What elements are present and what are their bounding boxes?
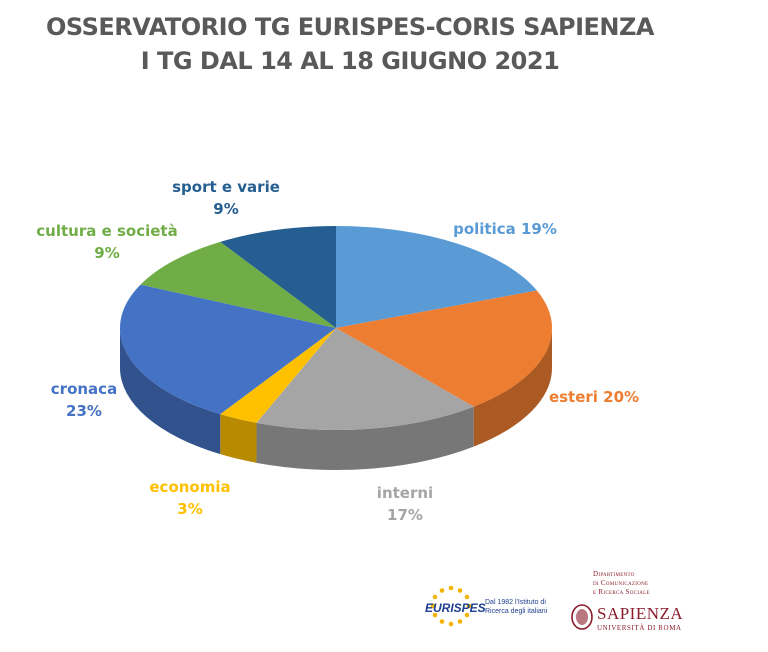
pie-side-economia: [220, 414, 257, 463]
department-line-1: Dipartimento: [593, 570, 635, 578]
eurispes-tagline: Dal 1982 l'Istituto di Ricerca degli ita…: [485, 599, 548, 615]
sapienza-subtitle: UNIVERSITÀ DI ROMA: [597, 624, 682, 632]
department-name: Dipartimento di Comunicazione e Ricerca …: [593, 570, 753, 597]
department-line-2: di Comunicazione: [593, 579, 649, 587]
data-label-interni: interni 17%: [377, 484, 433, 524]
data-label-cultura-e-societa: cultura e società 9%: [36, 222, 177, 262]
logos-footer: EURISPES Dal 1982 l'Istituto di Ricerca …: [425, 568, 755, 643]
pie-slice-sport-e-varie: [220, 226, 336, 328]
eurispes-logo-text: EURISPES: [425, 601, 486, 615]
data-label-cronaca: cronaca 23%: [51, 380, 117, 420]
pie-slice-interni: [256, 328, 474, 430]
data-label-esteri: esteri 20%: [549, 388, 639, 406]
pie-slice-cronaca: [120, 284, 336, 415]
sapienza-seal-icon: [571, 604, 593, 630]
data-label-sport-e-varie: sport e varie 9%: [172, 178, 280, 218]
pie-side-esteri: [473, 328, 552, 447]
chart-title-line-2: I TG DAL 14 AL 18 GIUGNO 2021: [140, 47, 560, 75]
pie-side-interni: [256, 406, 474, 470]
eurispes-stars-logo: [430, 585, 472, 627]
pie-slice-esteri: [336, 290, 552, 407]
pie-side-cronaca: [120, 328, 221, 455]
pie-slice-politica: [336, 226, 537, 328]
chart-title-line-1: OSSERVATORIO TG EURISPES-CORIS SAPIENZA: [45, 13, 655, 41]
data-label-economia: economia 3%: [149, 478, 230, 518]
data-label-politica: politica 19%: [453, 220, 557, 238]
chart-title: OSSERVATORIO TG EURISPES-CORIS SAPIENZA …: [0, 10, 700, 78]
department-line-3: e Ricerca Sociale: [593, 588, 650, 596]
sapienza-logo-text: SAPIENZA: [597, 604, 684, 623]
pie-slice-economia: [220, 328, 336, 423]
pie-slice-cultura-e-societa: [140, 241, 336, 328]
